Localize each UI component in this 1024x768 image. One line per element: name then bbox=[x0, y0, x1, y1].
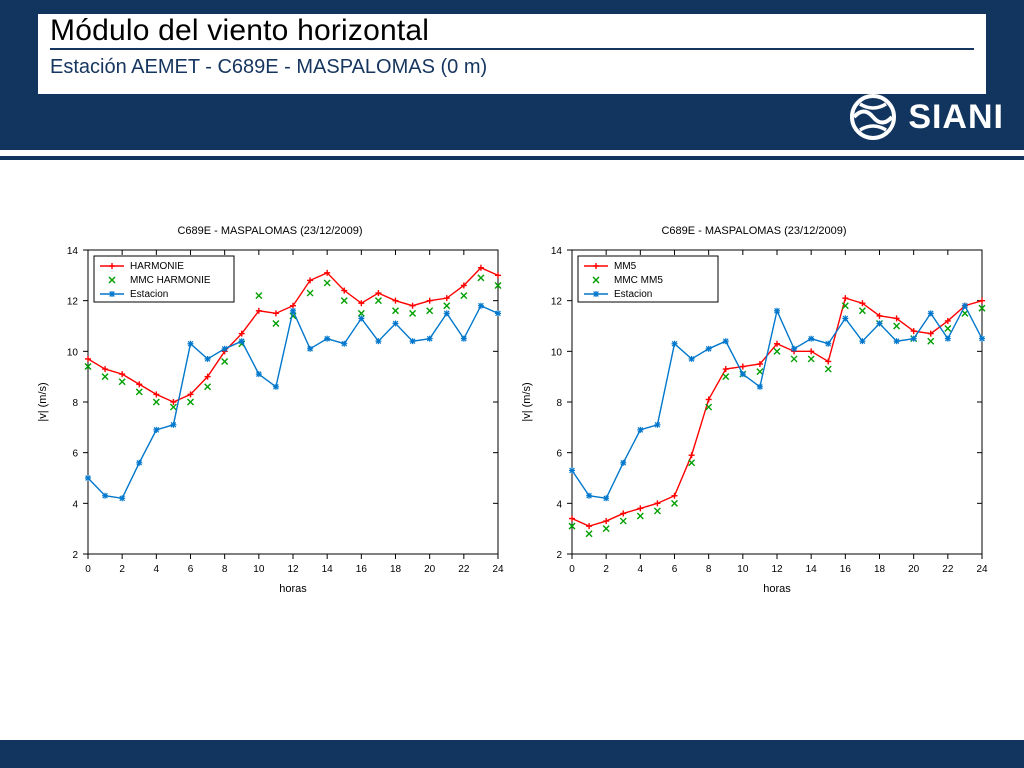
svg-text:16: 16 bbox=[840, 564, 852, 575]
svg-text:2: 2 bbox=[119, 564, 125, 575]
svg-text:MMC MM5: MMC MM5 bbox=[614, 275, 663, 286]
svg-text:18: 18 bbox=[390, 564, 402, 575]
chart-left-svg: C689E - MASPALOMAS (23/12/2009)024681012… bbox=[30, 220, 510, 600]
chart-left: C689E - MASPALOMAS (23/12/2009)024681012… bbox=[30, 220, 510, 600]
svg-text:6: 6 bbox=[672, 564, 678, 575]
svg-text:24: 24 bbox=[976, 564, 988, 575]
svg-text:12: 12 bbox=[771, 564, 783, 575]
svg-text:14: 14 bbox=[551, 246, 563, 257]
svg-text:10: 10 bbox=[551, 347, 563, 358]
svg-text:MMC HARMONIE: MMC HARMONIE bbox=[130, 275, 211, 286]
svg-text:14: 14 bbox=[67, 246, 79, 257]
slide-title: Módulo del viento horizontal bbox=[50, 14, 974, 50]
svg-text:|v| (m/s): |v| (m/s) bbox=[521, 382, 533, 421]
svg-text:C689E - MASPALOMAS (23/12/2009: C689E - MASPALOMAS (23/12/2009) bbox=[177, 225, 362, 237]
svg-text:14: 14 bbox=[806, 564, 818, 575]
svg-text:|v| (m/s): |v| (m/s) bbox=[37, 382, 49, 421]
svg-text:4: 4 bbox=[72, 499, 78, 510]
svg-text:12: 12 bbox=[287, 564, 299, 575]
svg-text:8: 8 bbox=[72, 398, 78, 409]
svg-text:Estacion: Estacion bbox=[614, 289, 652, 300]
svg-text:8: 8 bbox=[706, 564, 712, 575]
svg-text:6: 6 bbox=[188, 564, 194, 575]
svg-text:C689E - MASPALOMAS (23/12/2009: C689E - MASPALOMAS (23/12/2009) bbox=[661, 225, 846, 237]
svg-text:4: 4 bbox=[154, 564, 160, 575]
svg-text:8: 8 bbox=[556, 398, 562, 409]
slide-subtitle: Estación AEMET - C689E - MASPALOMAS (0 m… bbox=[50, 50, 974, 79]
svg-text:6: 6 bbox=[72, 449, 78, 460]
slide-header: Módulo del viento horizontal Estación AE… bbox=[0, 0, 1024, 150]
brand-logo: SIANI bbox=[850, 94, 1004, 140]
svg-text:12: 12 bbox=[551, 297, 563, 308]
svg-text:horas: horas bbox=[763, 583, 791, 595]
svg-text:12: 12 bbox=[67, 297, 79, 308]
svg-text:22: 22 bbox=[458, 564, 470, 575]
charts-row: C689E - MASPALOMAS (23/12/2009)024681012… bbox=[0, 160, 1024, 600]
svg-text:Estacion: Estacion bbox=[130, 289, 168, 300]
header-title-box: Módulo del viento horizontal Estación AE… bbox=[38, 14, 986, 94]
brand-name: SIANI bbox=[908, 98, 1004, 137]
svg-text:8: 8 bbox=[222, 564, 228, 575]
svg-text:0: 0 bbox=[85, 564, 91, 575]
footer-bar bbox=[0, 740, 1024, 768]
chart-right: C689E - MASPALOMAS (23/12/2009)024681012… bbox=[514, 220, 994, 600]
globe-icon bbox=[850, 94, 896, 140]
svg-text:20: 20 bbox=[424, 564, 436, 575]
svg-text:HARMONIE: HARMONIE bbox=[130, 261, 184, 272]
svg-text:22: 22 bbox=[942, 564, 954, 575]
svg-text:horas: horas bbox=[279, 583, 307, 595]
svg-text:10: 10 bbox=[253, 564, 265, 575]
svg-text:6: 6 bbox=[556, 449, 562, 460]
svg-text:2: 2 bbox=[556, 550, 562, 561]
svg-text:18: 18 bbox=[874, 564, 886, 575]
svg-text:10: 10 bbox=[737, 564, 749, 575]
svg-text:16: 16 bbox=[356, 564, 368, 575]
svg-text:0: 0 bbox=[569, 564, 575, 575]
svg-text:4: 4 bbox=[556, 499, 562, 510]
svg-text:2: 2 bbox=[603, 564, 609, 575]
svg-text:14: 14 bbox=[322, 564, 334, 575]
svg-text:24: 24 bbox=[492, 564, 504, 575]
svg-text:10: 10 bbox=[67, 347, 79, 358]
chart-right-svg: C689E - MASPALOMAS (23/12/2009)024681012… bbox=[514, 220, 994, 600]
svg-text:4: 4 bbox=[638, 564, 644, 575]
svg-text:MM5: MM5 bbox=[614, 261, 637, 272]
svg-text:20: 20 bbox=[908, 564, 920, 575]
svg-text:2: 2 bbox=[72, 550, 78, 561]
